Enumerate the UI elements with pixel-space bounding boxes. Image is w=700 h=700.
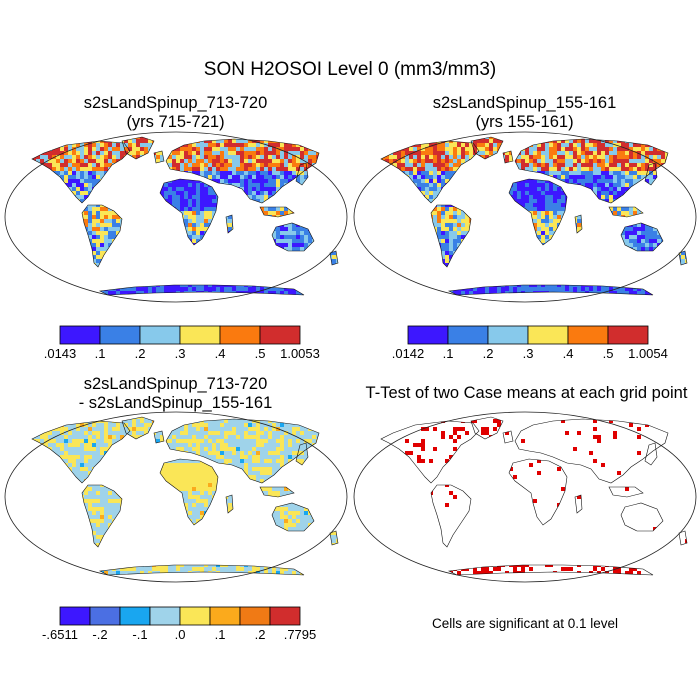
panel3-title: s2sLandSpinup_713-720 - s2sLandSpinup_15… (4, 375, 347, 413)
panel2-title-line2: (yrs 155-161) (475, 113, 574, 131)
colorbar-tick-label: .5 (603, 346, 614, 361)
colorbar-swatch (259, 325, 301, 345)
colorbar-tick-label: 1.0054 (628, 346, 668, 361)
colorbar-tick-label: .2 (135, 346, 146, 361)
panel3-title-line2: - s2sLandSpinup_155-161 (78, 394, 273, 412)
colorbar-swatch (59, 325, 101, 345)
colorbar-swatch (407, 325, 449, 345)
colorbar-tick-label: .1 (95, 346, 106, 361)
colorbar-swatch (99, 325, 141, 345)
colorbar-tick-label: -.1 (132, 627, 147, 642)
colorbar-swatch (149, 606, 181, 626)
colorbar-case2: .0142 .1 .2 .3 .4 .5 1.0054 (392, 325, 668, 361)
colorbar-swatch (179, 325, 221, 345)
colorbar-swatch (567, 325, 609, 345)
colorbar-tick-label: -.2 (92, 627, 107, 642)
colorbar-tick-label: .2 (255, 627, 266, 642)
colorbar-swatch (209, 606, 241, 626)
colorbar-tick-label: .5 (255, 346, 266, 361)
colorbar-tick-label: .4 (563, 346, 574, 361)
colorbar-tick-label: .0142 (392, 346, 425, 361)
map-panel-ttest (353, 411, 697, 583)
map-panel-case2 (353, 131, 697, 303)
panel1-title-line1: s2sLandSpinup_713-720 (83, 94, 268, 112)
colorbar-tick-label: .3 (523, 346, 534, 361)
colorbar-tick-label: 1.0053 (280, 346, 320, 361)
colorbar-swatch (139, 325, 181, 345)
colorbar-swatch (239, 606, 271, 626)
colorbar-swatch (487, 325, 529, 345)
colorbar-tick-label: .7795 (284, 627, 317, 642)
panel2-title-line1: s2sLandSpinup_155-161 (432, 94, 617, 112)
colorbar-swatch (59, 606, 91, 626)
colorbar-swatch (269, 606, 301, 626)
colorbar-tick-label: .2 (483, 346, 494, 361)
colorbar-swatch (89, 606, 121, 626)
map-panel-case1 (4, 131, 348, 303)
colorbar-tick-label: .3 (175, 346, 186, 361)
map-panel-difference (4, 411, 348, 583)
colorbar-swatch (447, 325, 489, 345)
figure-title: SON H2OSOI Level 0 (mm3/mm3) (203, 59, 497, 80)
colorbar-tick-label: -.6511 (42, 627, 78, 642)
panel1-title-line2: (yrs 715-721) (126, 113, 225, 131)
colorbar-difference: -.6511 -.2 -.1 .0 .1 .2 .7795 (42, 606, 316, 642)
colorbar-tick-label: .0 (175, 627, 186, 642)
panel2-title: s2sLandSpinup_155-161 (yrs 155-161) (353, 94, 696, 132)
colorbar-case1: .0143 .1 .2 .3 .4 .5 1.0053 (44, 325, 320, 361)
colorbar-tick-label: .0143 (44, 346, 77, 361)
colorbar-swatch (607, 325, 649, 345)
panel4-title-line1: T-Test of two Case means at each grid po… (365, 384, 688, 402)
colorbar-tick-label: .1 (215, 627, 226, 642)
significance-note: Cells are significant at 0.1 level (431, 616, 619, 631)
panel4-title: T-Test of two Case means at each grid po… (353, 384, 700, 403)
colorbar-tick-label: .4 (215, 346, 226, 361)
panel3-title-line1: s2sLandSpinup_713-720 (83, 375, 268, 393)
panel1-title: s2sLandSpinup_713-720 (yrs 715-721) (4, 94, 347, 132)
colorbar-swatch (119, 606, 151, 626)
colorbar-swatch (179, 606, 211, 626)
colorbar-tick-label: .1 (443, 346, 454, 361)
colorbar-swatch (527, 325, 569, 345)
colorbar-swatch (219, 325, 261, 345)
